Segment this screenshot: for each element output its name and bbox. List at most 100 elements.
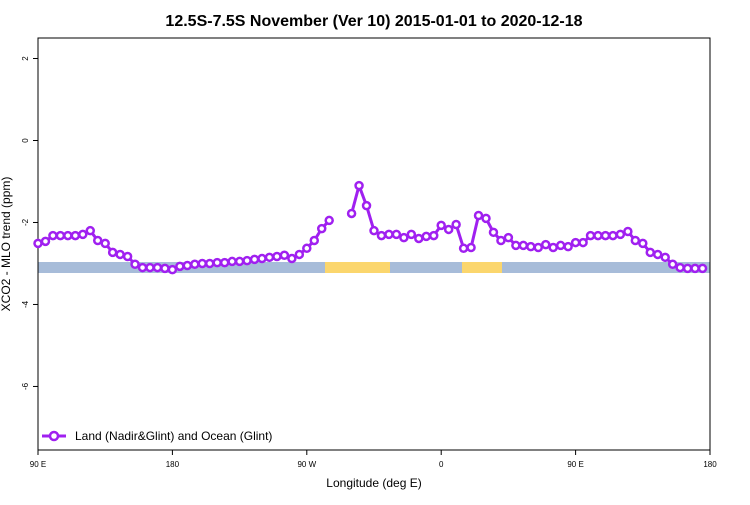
data-point: [421, 231, 432, 242]
data-point: [197, 258, 208, 269]
data-point: [458, 243, 469, 254]
data-point: [436, 220, 446, 231]
data-point: [638, 238, 648, 249]
data-point: [570, 237, 581, 248]
data-point: [414, 233, 424, 244]
land-ocean-band: [38, 262, 710, 273]
data-point: [361, 200, 372, 211]
data-point: [175, 261, 185, 272]
data-point: [555, 240, 566, 251]
x-tick-label: 90 W: [297, 460, 316, 469]
data-point: [488, 227, 499, 238]
data-point: [346, 208, 357, 219]
data-point: [107, 247, 118, 258]
data-point: [272, 251, 282, 262]
plot-frame: [37, 37, 711, 451]
data-point: [309, 235, 320, 246]
data-point: [682, 263, 693, 274]
data-point: [473, 210, 484, 221]
data-point: [376, 230, 387, 241]
y-axis-title: XCO2 - MLO trend (ppm): [0, 177, 13, 312]
data-point: [92, 235, 103, 246]
data-point: [503, 232, 514, 243]
data-point: [391, 229, 402, 240]
data-point: [70, 230, 81, 241]
data-point: [615, 229, 626, 240]
data-point: [526, 241, 536, 252]
data-point: [481, 213, 491, 224]
data-point: [533, 242, 544, 253]
data-point: [354, 180, 364, 191]
data-point: [451, 219, 461, 230]
data-point: [540, 239, 551, 250]
data-point: [33, 238, 43, 249]
data-point: [160, 263, 170, 274]
data-point: [219, 257, 230, 268]
data-point: [145, 262, 155, 273]
data-point: [78, 229, 88, 240]
data-point: [496, 235, 506, 246]
data-point: [55, 230, 66, 241]
data-point: [518, 240, 529, 251]
data-point: [578, 237, 588, 248]
data-point: [257, 253, 267, 264]
data-point: [652, 249, 663, 260]
data-point: [623, 226, 633, 237]
data-point: [511, 240, 521, 251]
y-tick-label: -4: [21, 300, 30, 308]
land-band: [462, 262, 502, 273]
data-point: [100, 238, 110, 249]
data-point: [227, 256, 237, 267]
data-point: [316, 223, 327, 234]
data-point: [182, 260, 193, 271]
legend-marker: [48, 430, 60, 442]
data-point: [85, 225, 96, 236]
data-point: [645, 247, 656, 258]
data-point: [122, 251, 133, 262]
y-tick-label: 0: [21, 138, 30, 143]
data-point: [234, 256, 245, 267]
data-point: [600, 230, 611, 241]
data-point: [302, 243, 312, 254]
legend-label: Land (Nadir&Glint) and Ocean (Glint): [75, 429, 272, 443]
series-line: [37, 180, 703, 272]
data-point: [466, 242, 476, 253]
data-point: [190, 259, 200, 270]
data-point: [585, 230, 596, 241]
y-tick-label: -6: [21, 382, 30, 390]
data-point: [294, 249, 305, 260]
data-point: [130, 259, 140, 270]
data-point: [63, 230, 73, 241]
x-axis-title: Longitude (deg E): [326, 476, 421, 490]
data-point: [660, 252, 670, 263]
data-point: [249, 254, 260, 265]
data-point: [384, 229, 394, 240]
data-point: [563, 241, 573, 252]
x-tick-label: 90 E: [567, 460, 583, 469]
data-point: [137, 262, 148, 273]
data-point: [428, 230, 439, 241]
y-tick-label: -2: [21, 218, 30, 226]
data-point: [593, 230, 603, 241]
data-point: [279, 250, 290, 261]
chart-title: 12.5S-7.5S November (Ver 10) 2015-01-01 …: [165, 13, 582, 30]
x-tick-label: 180: [166, 460, 180, 469]
data-point: [48, 230, 58, 241]
data-point: [443, 224, 454, 235]
x-tick-label: 90 E: [30, 460, 46, 469]
x-tick-label: 180: [703, 460, 717, 469]
data-point: [406, 229, 417, 240]
data-point: [630, 235, 641, 246]
data-point: [399, 232, 409, 243]
data-point: [115, 249, 125, 260]
data-point: [667, 259, 678, 270]
data-point: [690, 263, 700, 274]
data-point: [369, 225, 379, 236]
land-band: [325, 262, 390, 273]
data-point: [40, 236, 51, 247]
data-point: [697, 263, 708, 274]
data-point: [167, 264, 178, 275]
data-point: [675, 262, 685, 273]
